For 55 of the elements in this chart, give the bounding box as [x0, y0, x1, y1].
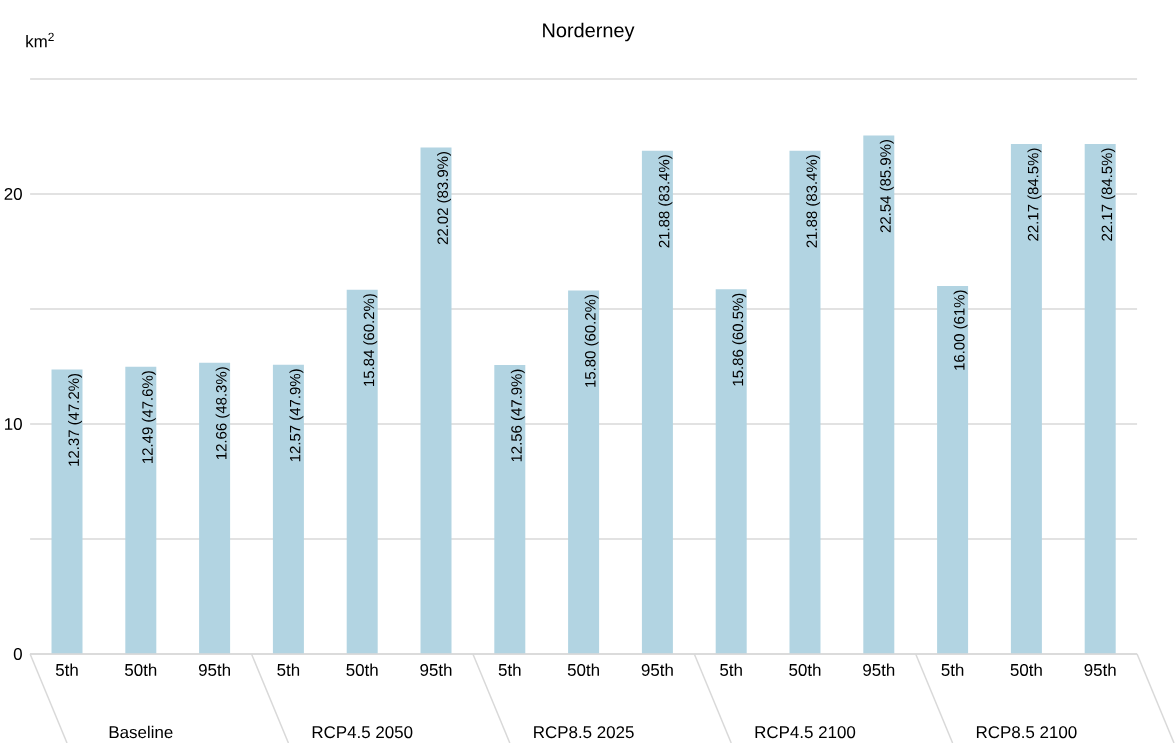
bar	[51, 369, 83, 654]
bar	[789, 150, 821, 654]
data-label: 12.56 (47.9%)	[510, 369, 525, 462]
text: RCP4.5 2100	[755, 726, 856, 739]
data-label: 15.86 (60.5%)	[732, 293, 747, 386]
x-tick-label: 50th	[567, 663, 599, 676]
chart-title: Norderney	[543, 22, 635, 42]
bar	[420, 147, 452, 654]
bar	[937, 285, 969, 654]
data-label: 12.37 (47.2%)	[68, 373, 82, 466]
x-tick-label: 95th	[420, 663, 452, 676]
y-axis-title: km$^{2}$	[26, 32, 54, 48]
text: RCP4.5 2050	[312, 726, 413, 739]
x-tick-label: 95th	[641, 663, 673, 676]
bar	[1010, 144, 1042, 654]
bar	[346, 289, 378, 654]
data-label: 22.54 (85.9%)	[879, 140, 894, 233]
bar	[1084, 144, 1116, 654]
data-label: 12.66 (48.3%)	[215, 367, 230, 460]
text: RCP8.5 2025	[534, 726, 634, 739]
y-tick-label: 0	[13, 647, 22, 660]
x-tick-label: 5th	[941, 663, 964, 676]
data-label: 21.88 (83.4%)	[658, 155, 673, 248]
x-tick-label: 50th	[125, 663, 157, 676]
bar	[641, 150, 673, 654]
bar	[199, 362, 231, 654]
bar	[272, 364, 304, 654]
data-label: 22.17 (84.5%)	[1027, 148, 1042, 241]
data-label: 16.00 (61%)	[953, 290, 968, 370]
bar	[715, 289, 747, 654]
x-tick-label: 5th	[720, 663, 742, 676]
data-label: 15.80 (60.2%)	[584, 295, 599, 387]
x-tick-label: 95th	[198, 663, 230, 676]
text: RCP8.5 2100	[976, 726, 1077, 739]
y-tick-label: 10	[5, 417, 22, 430]
bar	[494, 365, 526, 654]
x-tick-label: 95th	[1084, 663, 1116, 676]
data-label: 12.49 (47.6%)	[141, 371, 156, 463]
y-tick-label: 20	[4, 187, 22, 200]
x-tick-label: 5th	[277, 663, 300, 676]
data-label: 22.02 (83.9%)	[437, 152, 451, 245]
data-label: 15.84 (60.2%)	[363, 294, 378, 386]
x-tick-label: 50th	[1010, 663, 1042, 676]
x-tick-label: 5th	[498, 663, 521, 676]
bar	[125, 366, 157, 654]
bar	[863, 135, 895, 654]
x-tick-label: 95th	[863, 663, 895, 676]
x-tick-label: 50th	[789, 663, 821, 676]
data-label: 22.17 (84.5%)	[1101, 148, 1116, 241]
text: Baseline	[109, 725, 173, 739]
x-tick-label: 5th	[55, 663, 78, 676]
data-label: 21.88 (83.4%)	[806, 155, 820, 248]
x-tick-label: 50th	[346, 663, 378, 676]
data-label: 12.57 (47.9%)	[289, 369, 304, 462]
bar	[568, 290, 600, 654]
